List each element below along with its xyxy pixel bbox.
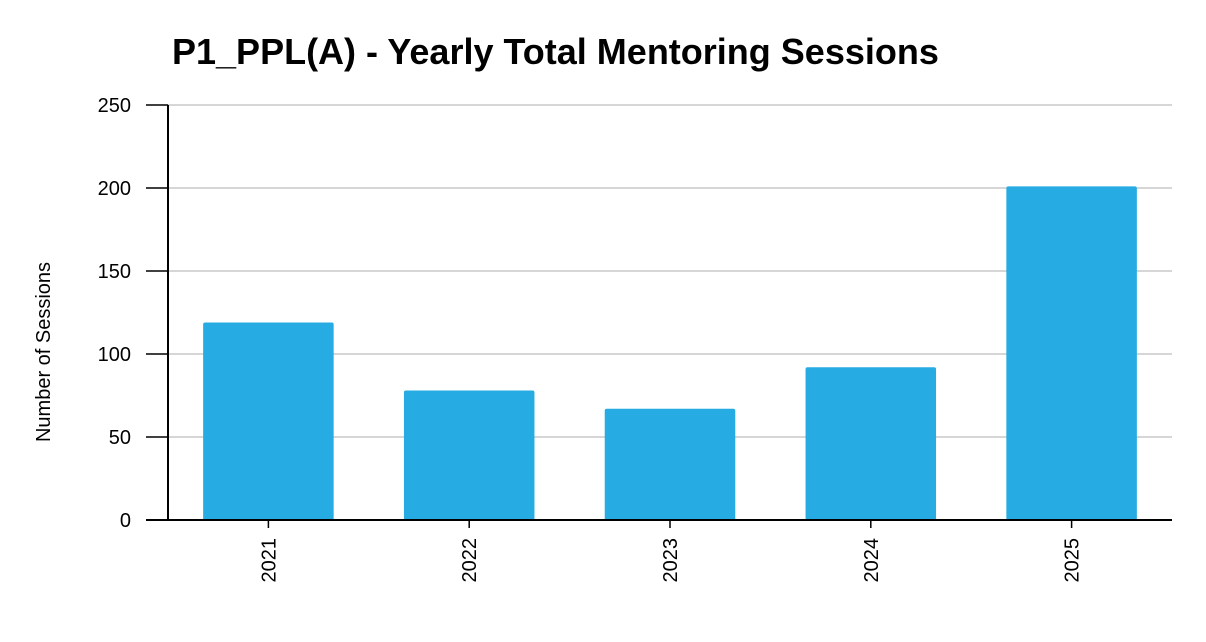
bar-2021 (203, 322, 334, 520)
bar-2024 (805, 367, 937, 520)
y-tick-label: 150 (98, 261, 131, 283)
y-axis-ticks: 0 50 100 150 200 250 (98, 95, 168, 532)
x-axis-ticks: 2021 2022 2023 2024 2025 (258, 520, 1084, 583)
x-tick-label: 2022 (459, 538, 481, 583)
gridlines (168, 104, 1172, 438)
y-tick-label: 200 (98, 178, 131, 200)
bar-2022 (403, 390, 535, 520)
bar-2023 (604, 408, 736, 520)
x-tick-label: 2025 (1062, 538, 1084, 583)
y-axis-label: Number of Sessions (33, 262, 55, 442)
bars (203, 186, 1137, 520)
y-tick-label: 100 (98, 344, 131, 366)
x-tick-label: 2024 (861, 538, 883, 583)
bar-2025 (1006, 186, 1137, 520)
chart-title: P1_PPL(A) - Yearly Total Mentoring Sessi… (172, 31, 939, 72)
y-tick-label: 250 (98, 95, 131, 117)
y-tick-label: 50 (109, 427, 131, 449)
x-tick-label: 2023 (660, 538, 682, 583)
y-tick-label: 0 (120, 510, 131, 532)
x-tick-label: 2021 (258, 538, 280, 583)
